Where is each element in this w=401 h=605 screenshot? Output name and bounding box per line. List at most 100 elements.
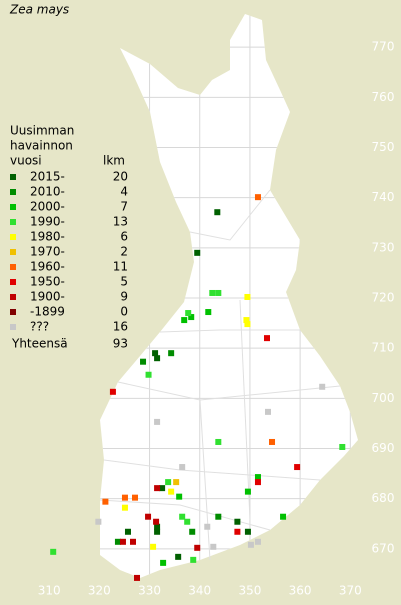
observation: [154, 528, 161, 535]
legend-count: 20: [113, 170, 128, 184]
legend-swatch: [10, 279, 16, 285]
y-tick-label: 680: [372, 491, 395, 505]
observation: [179, 464, 186, 471]
observation: [129, 538, 136, 545]
legend-count: 13: [113, 215, 128, 229]
y-tick-label: 720: [372, 290, 395, 304]
legend-count: 6: [120, 230, 128, 244]
legend-heading: Uusimman: [10, 124, 74, 138]
observation: [244, 321, 251, 328]
legend-swatch: [10, 204, 16, 210]
observation: [247, 541, 254, 548]
observation: [205, 309, 212, 316]
legend-count: 4: [120, 185, 128, 199]
observation: [243, 317, 250, 324]
legend-label: ???: [30, 320, 49, 334]
legend-label: 1950-: [30, 275, 65, 289]
observation: [119, 538, 126, 545]
x-tick-label: 320: [88, 584, 111, 598]
observation: [152, 350, 159, 357]
observation: [185, 310, 192, 317]
legend-swatch: [10, 249, 16, 255]
observation: [263, 335, 270, 342]
y-tick-label: 690: [372, 441, 395, 455]
y-tick-label: 770: [372, 40, 395, 54]
legend-label: 1970-: [30, 245, 65, 259]
legend-count: 9: [120, 290, 128, 304]
observation: [154, 418, 161, 425]
observation: [121, 494, 128, 501]
legend-swatch: [10, 309, 16, 315]
observation: [114, 538, 121, 545]
observation: [234, 518, 241, 525]
legend-label: 1980-: [30, 230, 65, 244]
observation: [124, 528, 131, 535]
y-tick-label: 750: [372, 140, 395, 154]
legend-count: 5: [120, 275, 128, 289]
observation: [194, 249, 201, 256]
observation: [154, 355, 161, 362]
observation: [145, 513, 152, 520]
observation: [204, 523, 211, 530]
observation: [280, 513, 287, 520]
observation: [215, 289, 222, 296]
observation: [294, 464, 301, 471]
observation: [173, 479, 180, 486]
observation: [179, 513, 186, 520]
x-tick-label: 340: [188, 584, 211, 598]
observation: [154, 485, 161, 492]
observation: [102, 498, 109, 505]
legend-count: 0: [120, 305, 128, 319]
observation: [150, 543, 157, 550]
legend-label: 2000-: [30, 200, 65, 214]
title: Zea mays: [9, 3, 69, 17]
legend-heading: havainnon: [10, 139, 73, 153]
observation: [159, 485, 166, 492]
legend-swatch: [10, 219, 16, 225]
observation: [244, 293, 251, 300]
y-tick-label: 670: [372, 541, 395, 555]
observation: [132, 494, 139, 501]
observation: [214, 209, 221, 216]
legend-swatch: [10, 324, 16, 330]
observation: [181, 317, 188, 324]
x-tick-label: 310: [38, 584, 61, 598]
observation: [140, 358, 147, 365]
y-tick-label: 710: [372, 341, 395, 355]
observation: [168, 350, 175, 357]
x-tick-label: 360: [289, 584, 312, 598]
y-tick-label: 730: [372, 240, 395, 254]
observation: [121, 504, 128, 511]
observation: [265, 408, 272, 415]
legend-swatch: [10, 234, 16, 240]
observation: [175, 553, 182, 560]
legend-count: 16: [113, 320, 128, 334]
y-tick-label: 700: [372, 391, 395, 405]
observation: [319, 383, 326, 390]
observation: [254, 474, 261, 481]
observation: [189, 528, 196, 535]
observation: [215, 438, 222, 445]
observation: [50, 548, 57, 555]
observation: [168, 488, 175, 495]
observation: [254, 194, 261, 201]
observation: [154, 523, 161, 530]
x-tick-label: 330: [138, 584, 161, 598]
legend-count-heading: lkm: [103, 154, 125, 168]
observation: [209, 289, 216, 296]
legend-label: 2010-: [30, 185, 65, 199]
legend-label: 1990-: [30, 215, 65, 229]
legend-swatch: [10, 294, 16, 300]
observation: [153, 518, 160, 525]
observation: [188, 314, 195, 321]
observation: [134, 574, 141, 581]
land: [100, 14, 358, 578]
observation: [210, 543, 217, 550]
total-count: 93: [113, 337, 128, 351]
observation: [244, 488, 251, 495]
y-tick-label: 740: [372, 190, 395, 204]
observation: [215, 513, 222, 520]
observation: [109, 388, 116, 395]
